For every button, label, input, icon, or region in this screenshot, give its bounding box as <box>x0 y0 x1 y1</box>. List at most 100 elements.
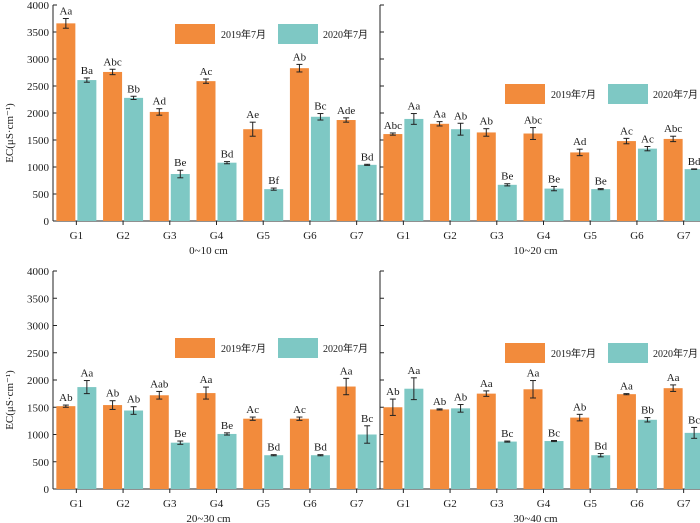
significance-label: Bd <box>267 442 280 454</box>
significance-label: Bb <box>641 405 654 417</box>
significance-label: Aa <box>200 374 213 386</box>
bar-2019-G3 <box>149 111 169 221</box>
y-tick-label: 1500 <box>27 135 50 147</box>
significance-label: Aa <box>527 368 540 380</box>
legend-label-2019: 2019年7月 <box>551 347 596 360</box>
significance-label: Aa <box>80 368 93 380</box>
x-tick-label: G5 <box>256 498 270 510</box>
x-tick-label: G7 <box>677 498 691 510</box>
significance-label: Bf <box>268 175 279 187</box>
bar-2019-G6 <box>289 418 309 489</box>
x-tick-label: G2 <box>116 230 129 242</box>
bar-2020-G4 <box>544 188 564 221</box>
bar-2019-G4 <box>523 133 543 221</box>
bar-2019-G5 <box>243 418 263 489</box>
x-tick-label: G1 <box>70 230 83 242</box>
bar-2020-G2 <box>124 410 144 489</box>
panel-3: 0 500 1000 1500 2000 2500 3000 3500 4000 G1 Ab Aa G2… <box>4 266 380 523</box>
legend: 2019年7月 2020年7月 <box>175 24 368 44</box>
legend-label-2020: 2020年7月 <box>323 342 368 355</box>
bar-2019-G5 <box>570 417 590 489</box>
legend-swatch-2020 <box>278 338 318 358</box>
y-tick-label: 2000 <box>27 375 50 387</box>
bar-2019-G1 <box>383 407 403 489</box>
bar-2020-G7 <box>357 434 377 489</box>
depth-label: 0~10 cm <box>189 245 228 257</box>
y-axis-label: EC(μS·cm⁻¹) <box>4 370 16 430</box>
y-tick-label: 1500 <box>27 402 50 414</box>
significance-label: Ac <box>641 133 654 145</box>
legend-swatch-2019 <box>175 338 215 358</box>
depth-label: 30~40 cm <box>513 513 558 523</box>
legend: 2019年7月 2020年7月 <box>505 84 698 104</box>
bar-2019-G3 <box>149 395 169 489</box>
y-axis-label: EC(μS·cm⁻¹) <box>4 103 16 163</box>
bar-2020-G7 <box>357 164 377 221</box>
bar-2019-G6 <box>616 141 636 221</box>
depth-label: 10~20 cm <box>513 245 558 257</box>
x-tick-label: G2 <box>443 230 456 242</box>
significance-label: Be <box>174 428 186 440</box>
legend-label-2019: 2019年7月 <box>221 28 266 41</box>
x-tick-label: G6 <box>303 498 317 510</box>
significance-label: Abc <box>103 56 121 68</box>
bar-2020-G3 <box>497 441 517 489</box>
bar-2019-G3 <box>476 393 496 489</box>
significance-label: Abc <box>384 120 402 132</box>
legend-label-2020: 2020年7月 <box>653 88 698 101</box>
significance-label: Be <box>221 420 233 432</box>
legend-swatch-2020 <box>278 24 318 44</box>
significance-label: Bb <box>127 83 140 95</box>
y-tick-label: 1000 <box>27 430 50 442</box>
significance-label: Aa <box>407 101 420 113</box>
significance-label: Abc <box>524 115 542 127</box>
bar-2019-G6 <box>289 68 309 222</box>
y-tick-label: 4000 <box>27 266 50 278</box>
significance-label: Bd <box>688 156 700 168</box>
legend-label-2019: 2019年7月 <box>551 88 596 101</box>
bar-2019-G5 <box>570 152 590 221</box>
bar-2019-G2 <box>103 405 123 489</box>
significance-label: Bd <box>221 149 234 161</box>
bar-2020-G7 <box>684 432 700 489</box>
x-tick-label: G3 <box>163 498 177 510</box>
significance-label: Aa <box>480 378 493 390</box>
legend-swatch-2020 <box>608 343 648 363</box>
y-tick-label: 500 <box>33 457 50 469</box>
significance-label: Ac <box>620 125 633 137</box>
bar-2020-G1 <box>404 388 424 489</box>
x-tick-label: G5 <box>256 230 270 242</box>
bar-2019-G2 <box>103 71 123 222</box>
bar-2019-G7 <box>663 388 683 489</box>
legend: 2019年7月 2020年7月 <box>175 338 368 358</box>
bar-2020-G5 <box>264 455 284 489</box>
significance-label: Bc <box>548 427 560 439</box>
significance-label: Bd <box>594 441 607 453</box>
legend-label-2019: 2019年7月 <box>221 342 266 355</box>
y-tick-label: 500 <box>33 189 50 201</box>
y-tick-label: 3500 <box>27 27 50 39</box>
x-tick-label: G6 <box>303 230 317 242</box>
significance-label: Bc <box>314 101 326 113</box>
bar-2019-G7 <box>336 120 356 221</box>
bar-2020-G6 <box>637 148 657 221</box>
bar-2019-G1 <box>56 23 76 221</box>
significance-label: Ade <box>337 105 355 117</box>
y-tick-label: 1000 <box>27 162 50 174</box>
depth-label: 20~30 cm <box>186 513 231 523</box>
y-tick-label: 0 <box>44 484 50 496</box>
y-tick-label: 2000 <box>27 108 50 120</box>
significance-label: Ab <box>59 392 73 404</box>
x-tick-label: G4 <box>210 498 224 510</box>
significance-label: Ac <box>246 404 259 416</box>
x-tick-label: G3 <box>490 498 504 510</box>
x-tick-label: G1 <box>397 498 410 510</box>
significance-label: Bd <box>314 442 327 454</box>
x-tick-label: G6 <box>630 230 644 242</box>
bar-2020-G4 <box>217 162 237 221</box>
y-tick-label: 0 <box>44 216 50 228</box>
bar-2020-G3 <box>170 174 190 221</box>
bar-2020-G4 <box>217 433 237 489</box>
bar-2019-G2 <box>430 409 450 489</box>
